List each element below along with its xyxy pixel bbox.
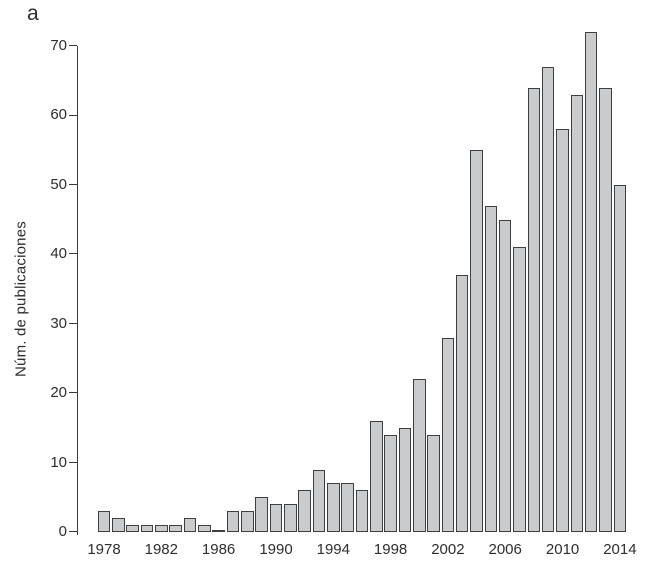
bar-2000 bbox=[413, 379, 426, 532]
bar-2006 bbox=[498, 220, 512, 532]
y-tick-label-60: 60 bbox=[50, 106, 67, 124]
bar-1990 bbox=[269, 504, 283, 532]
bar-1986 bbox=[212, 530, 225, 532]
x-tick-label-2002: 2002 bbox=[431, 541, 465, 558]
bar-1989 bbox=[255, 497, 268, 532]
bar-1991 bbox=[284, 504, 297, 532]
bar-1979 bbox=[112, 518, 125, 532]
bar-1998 bbox=[384, 435, 397, 532]
panel-label: a bbox=[27, 2, 39, 25]
y-tick-label-30: 30 bbox=[50, 314, 67, 332]
bar-2012 bbox=[584, 32, 598, 532]
bar-2009 bbox=[541, 67, 555, 532]
bar-2011 bbox=[570, 95, 584, 532]
bar-1994 bbox=[327, 483, 340, 532]
x-tick-label-1978: 1978 bbox=[87, 541, 121, 558]
x-tick-label-2010: 2010 bbox=[545, 541, 580, 558]
y-tick-label-40: 40 bbox=[50, 245, 67, 263]
x-tick-label-1994: 1994 bbox=[316, 541, 350, 558]
y-tick-label-10: 10 bbox=[50, 453, 67, 471]
x-tick-label-2014: 2014 bbox=[603, 541, 637, 558]
y-tick-label-50: 50 bbox=[50, 175, 67, 193]
bar-1980 bbox=[126, 525, 139, 532]
y-tick-20 bbox=[69, 392, 77, 394]
bar-2003 bbox=[455, 275, 469, 532]
y-tick-40 bbox=[69, 253, 77, 255]
bar-1988 bbox=[241, 511, 254, 532]
bar-1987 bbox=[226, 511, 240, 532]
bar-1982 bbox=[155, 525, 168, 532]
y-tick-60 bbox=[69, 114, 77, 116]
plot-area bbox=[78, 32, 640, 532]
bar-1996 bbox=[355, 490, 369, 532]
y-tick-10 bbox=[69, 461, 77, 463]
bar-2005 bbox=[484, 206, 498, 532]
y-tick-50 bbox=[69, 184, 77, 185]
y-axis-line bbox=[76, 46, 78, 535]
bar-1992 bbox=[298, 490, 311, 532]
bar-2001 bbox=[427, 435, 440, 532]
bar-2007 bbox=[513, 247, 526, 532]
x-tick-label-2006: 2006 bbox=[488, 541, 522, 558]
bar-2004 bbox=[470, 150, 483, 532]
bar-1984 bbox=[183, 518, 197, 532]
bar-1993 bbox=[312, 470, 326, 532]
y-tick-30 bbox=[69, 322, 77, 324]
bar-2008 bbox=[527, 88, 541, 532]
y-tick-label-0: 0 bbox=[58, 523, 67, 540]
bar-1985 bbox=[198, 525, 211, 532]
bar-2002 bbox=[441, 338, 455, 532]
bar-1981 bbox=[140, 525, 154, 532]
x-tick-label-1998: 1998 bbox=[373, 541, 408, 558]
bar-1983 bbox=[169, 525, 182, 532]
bar-1999 bbox=[398, 428, 412, 532]
y-tick-0 bbox=[69, 531, 77, 533]
bar-2014 bbox=[613, 185, 627, 532]
x-tick-label-1990: 1990 bbox=[259, 541, 293, 558]
bar-2013 bbox=[599, 88, 612, 532]
bar-1997 bbox=[370, 421, 383, 532]
x-tick-label-1982: 1982 bbox=[144, 541, 178, 558]
y-tick-70 bbox=[69, 45, 77, 47]
bar-1995 bbox=[341, 483, 354, 532]
y-tick-label-20: 20 bbox=[50, 384, 67, 402]
bar-1978 bbox=[97, 511, 111, 532]
bar-2010 bbox=[556, 129, 569, 532]
y-tick-label-70: 70 bbox=[50, 37, 67, 54]
x-tick-label-1986: 1986 bbox=[201, 541, 236, 558]
